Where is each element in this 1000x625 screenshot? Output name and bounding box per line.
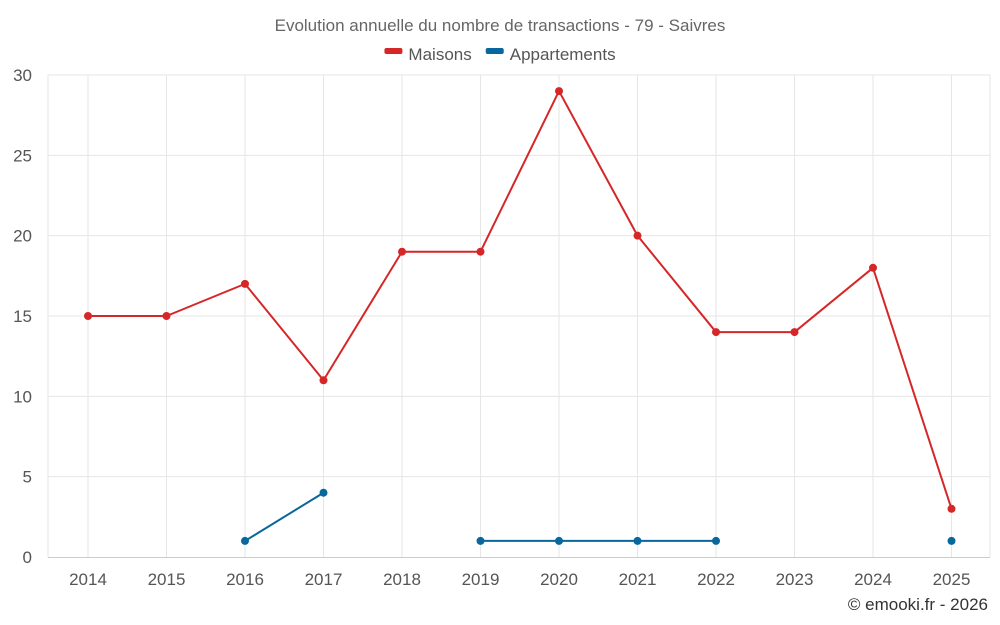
data-point[interactable] — [555, 536, 563, 545]
data-point[interactable] — [319, 488, 328, 497]
legend-swatch — [485, 48, 504, 54]
chart-title: Evolution annuelle du nombre de transact… — [275, 16, 726, 35]
data-point[interactable] — [162, 312, 171, 320]
x-tick-label: 2017 — [305, 570, 343, 589]
data-point[interactable] — [790, 328, 799, 337]
y-tick-label: 10 — [13, 387, 32, 406]
grid — [47, 74, 991, 557]
x-tick-label: 2024 — [854, 570, 892, 589]
data-point[interactable] — [476, 247, 485, 256]
data-point[interactable] — [633, 231, 642, 240]
x-tick-label: 2018 — [383, 570, 421, 589]
legend: Maisons Appartements — [384, 45, 616, 64]
y-tick-label: 5 — [23, 468, 32, 487]
x-tick-label: 2021 — [619, 570, 657, 589]
y-axis: 0 5 10 15 20 25 30 — [13, 66, 32, 567]
data-point[interactable] — [241, 536, 249, 545]
x-tick-label: 2025 — [933, 570, 971, 589]
data-point[interactable] — [476, 536, 485, 545]
legend-label: Appartements — [510, 45, 616, 64]
y-tick-label: 25 — [13, 146, 32, 165]
credit-text: © emooki.fr - 2026 — [848, 595, 988, 614]
y-tick-label: 20 — [13, 227, 32, 246]
legend-label: Maisons — [408, 45, 471, 64]
legend-item-appartements[interactable]: Appartements — [485, 45, 616, 64]
data-point[interactable] — [398, 247, 406, 256]
data-point[interactable] — [241, 279, 249, 288]
series-appartements — [241, 488, 956, 545]
data-point[interactable] — [947, 504, 956, 513]
legend-item-maisons[interactable]: Maisons — [384, 45, 472, 64]
x-tick-label: 2016 — [226, 570, 264, 589]
x-tick-label: 2020 — [540, 570, 578, 589]
data-point[interactable] — [633, 536, 642, 545]
x-tick-label: 2019 — [462, 570, 500, 589]
series-maisons — [84, 87, 956, 513]
series-line — [88, 90, 953, 510]
x-tick-label: 2015 — [148, 570, 186, 589]
data-point[interactable] — [712, 328, 720, 337]
data-point[interactable] — [555, 87, 563, 96]
data-point[interactable] — [84, 312, 92, 320]
data-point[interactable] — [947, 536, 956, 545]
legend-swatch — [384, 48, 403, 54]
data-point[interactable] — [319, 376, 328, 385]
series-line — [244, 491, 325, 542]
x-tick-label: 2023 — [776, 570, 814, 589]
x-tick-label: 2022 — [697, 570, 735, 589]
series-layer — [84, 87, 956, 545]
data-point[interactable] — [869, 263, 877, 272]
y-tick-label: 15 — [13, 307, 32, 326]
x-tick-label: 2014 — [69, 570, 107, 589]
y-tick-label: 0 — [23, 548, 32, 567]
x-axis: 2014 2015 2016 2017 2018 2019 2020 2021 2022 2023… — [48, 557, 990, 589]
y-tick-label: 30 — [13, 66, 32, 85]
data-point[interactable] — [712, 536, 720, 545]
